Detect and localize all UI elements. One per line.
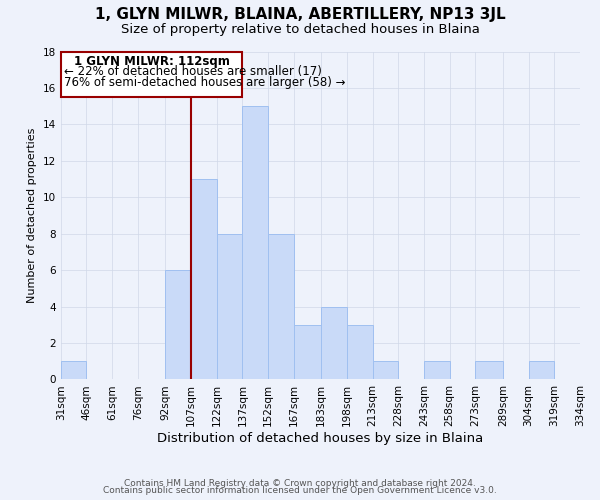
Bar [61,361,86,380]
Text: 1 GLYN MILWR: 112sqm: 1 GLYN MILWR: 112sqm [74,55,229,68]
Text: Contains HM Land Registry data © Crown copyright and database right 2024.: Contains HM Land Registry data © Crown c… [124,478,476,488]
Text: Contains public sector information licensed under the Open Government Licence v3: Contains public sector information licen… [103,486,497,495]
Y-axis label: Number of detached properties: Number of detached properties [27,128,37,303]
Text: ← 22% of detached houses are smaller (17): ← 22% of detached houses are smaller (17… [64,65,322,78]
Text: 1, GLYN MILWR, BLAINA, ABERTILLERY, NP13 3JL: 1, GLYN MILWR, BLAINA, ABERTILLERY, NP13… [95,8,505,22]
Bar [424,361,450,380]
Text: 76% of semi-detached houses are larger (58) →: 76% of semi-detached houses are larger (… [64,76,346,89]
X-axis label: Distribution of detached houses by size in Blaina: Distribution of detached houses by size … [157,432,484,445]
Text: Size of property relative to detached houses in Blaina: Size of property relative to detached ho… [121,22,479,36]
Bar [373,361,398,380]
Bar [294,325,321,380]
Bar [242,106,268,380]
Bar [268,234,294,380]
Bar [347,325,373,380]
Bar [580,361,600,380]
FancyBboxPatch shape [61,52,242,97]
Bar [321,306,347,380]
Bar [191,179,217,380]
Bar [165,270,191,380]
Bar [217,234,242,380]
Bar [475,361,503,380]
Bar [529,361,554,380]
